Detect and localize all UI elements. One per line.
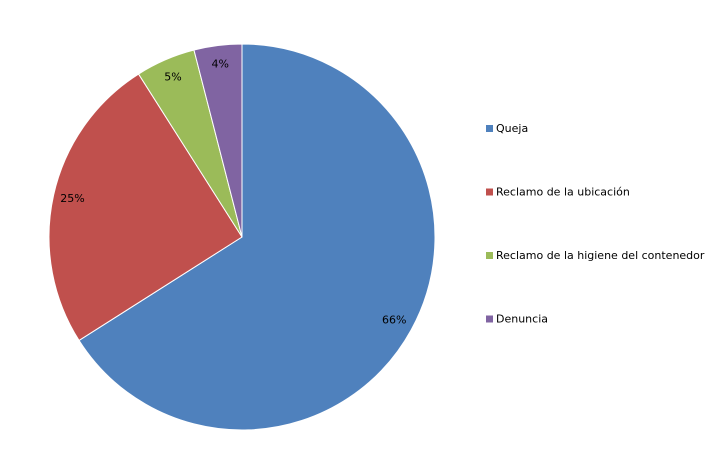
legend-swatch — [486, 252, 493, 259]
legend-label: Denuncia — [496, 313, 548, 326]
data-label: 25% — [60, 192, 84, 205]
legend-label: Reclamo de la higiene del contenedor — [496, 249, 705, 262]
pie-slice — [48, 73, 243, 342]
legend-label: Queja — [496, 122, 528, 135]
data-label: 66% — [382, 314, 406, 327]
legend-label: Reclamo de la ubicación — [496, 186, 630, 199]
pie-slice — [78, 43, 436, 431]
legend-swatch — [486, 188, 493, 196]
pie-slice — [193, 43, 243, 238]
data-label: 4% — [212, 58, 229, 71]
legend-swatch — [486, 125, 493, 132]
legend-swatch — [486, 315, 493, 323]
data-label: 5% — [164, 71, 181, 84]
